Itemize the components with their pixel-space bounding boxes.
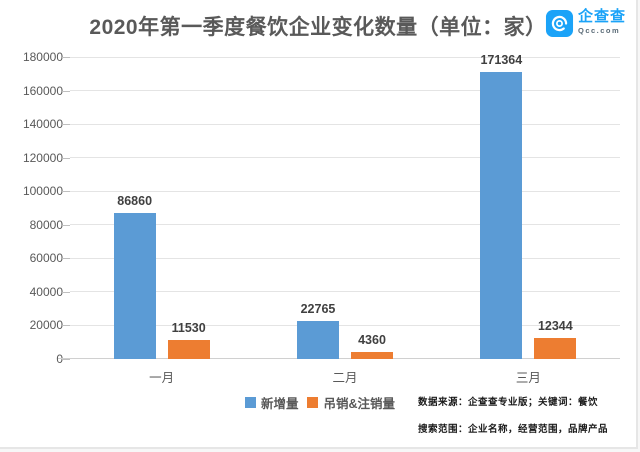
qcc-logo: 企查查 Qcc.com [545, 9, 626, 43]
chart-bar [113, 213, 156, 359]
y-axis-tick-label: 40000 [29, 284, 63, 299]
y-axis-tick [62, 90, 70, 92]
y-axis-tick-label: 160000 [22, 83, 63, 98]
gridline [70, 224, 620, 226]
gridline [70, 324, 620, 326]
y-axis-tick [62, 124, 70, 126]
y-axis-tick-label: 180000 [22, 50, 63, 64]
y-axis-tick-label: 140000 [22, 117, 63, 132]
bar-value-label: 4360 [358, 332, 386, 347]
x-axis-line [58, 358, 620, 359]
x-axis-label: 二月 [332, 371, 358, 385]
y-axis-tick [62, 157, 70, 159]
x-axis-label: 三月 [515, 371, 541, 385]
legend-label-cancelled: 吊销&注销量 [323, 397, 396, 411]
legend-swatch-new [244, 397, 256, 408]
y-axis-tick-label: 60000 [29, 251, 63, 266]
y-axis-tick-label: 20000 [29, 318, 63, 333]
y-axis-tick [62, 191, 70, 193]
y-axis-tick-label: 100000 [22, 184, 63, 199]
chart-bar [297, 320, 339, 359]
gridline [70, 123, 620, 125]
data-source-line1: 数据来源：企查查专业版；关键词：餐饮 [417, 397, 598, 408]
y-axis-tick [62, 291, 70, 293]
y-axis-tick [62, 57, 70, 58]
qcc-logo-name: 企查查 [577, 8, 626, 25]
chart-bar [534, 338, 577, 359]
gridline [70, 56, 620, 58]
legend-swatch-cancelled [307, 397, 319, 408]
y-axis-tick-label: 80000 [29, 217, 63, 232]
gridline [70, 157, 620, 159]
y-axis-tick [62, 359, 70, 360]
y-axis-tick [62, 224, 70, 226]
plot-area: 0 20000 40000 60000 80000 100000 120000 140000 1… [23, 50, 620, 385]
bar-value-label: 86860 [117, 194, 153, 209]
data-source-note: 数据来源：企查查专业版；关键词：餐饮 搜索范围：企业名称，经营范围，品牌产品 [417, 397, 608, 447]
bar-value-label: 171364 [480, 52, 523, 67]
qcc-logo-text: 企查查 Qcc.com [578, 9, 626, 35]
qcc-logo-icon [545, 9, 574, 43]
gridline [70, 291, 620, 293]
gridline [70, 190, 620, 192]
chart-bar [351, 351, 393, 359]
gridline [70, 257, 620, 259]
gridline [70, 90, 620, 92]
data-source-line2: 搜索范围：企业名称，经营范围，品牌产品 [417, 424, 608, 435]
y-axis-tick [62, 325, 70, 327]
y-axis-tick [62, 258, 70, 260]
legend-item-cancelled: 吊销&注销量 [307, 393, 395, 412]
bar-value-label: 12344 [537, 319, 573, 334]
chart-title: 2020年第一季度餐饮企业变化数量（单位：家） [89, 16, 547, 39]
y-axis-tick-label: 120000 [22, 150, 63, 165]
y-axis-tick-label: 0 [56, 352, 63, 366]
legend-label-new: 新增量 [260, 397, 299, 411]
qcc-logo-domain: Qcc.com [577, 26, 621, 35]
x-axis-label: 一月 [149, 371, 175, 385]
chart-legend: 新增量 吊销&注销量 [0, 393, 636, 412]
bar-value-label: 11530 [171, 320, 206, 335]
chart-bar [480, 71, 523, 359]
bar-value-label: 22765 [300, 301, 336, 316]
chart-bar [167, 339, 210, 359]
legend-item-new: 新增量 [244, 393, 299, 412]
